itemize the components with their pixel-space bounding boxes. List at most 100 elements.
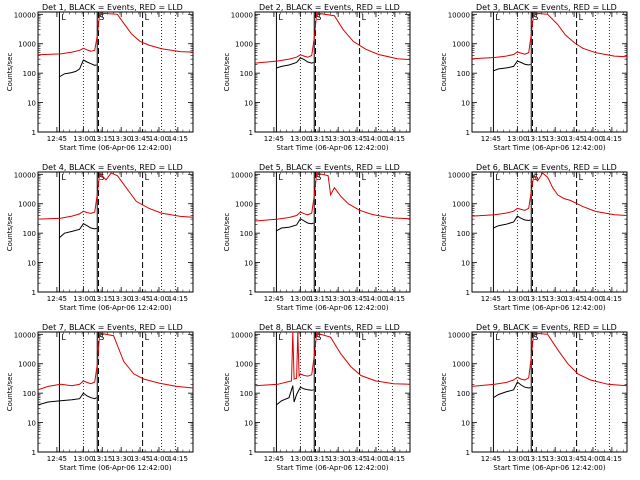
x-axis-label: Start Time (06-Apr-06 12:42:00) [493,464,605,472]
x-tick-label: 14:15 [385,455,405,463]
y-tick-label: 10 [461,260,470,268]
x-tick-label: 14:00 [583,135,603,143]
y-tick-label: 10 [244,100,253,108]
y-tick-label: 10000 [14,331,36,339]
x-tick-label: 14:15 [168,295,188,303]
x-axis-label: Start Time (06-Apr-06 12:42:00) [276,144,388,152]
x-tick-label: 12:45 [481,295,501,303]
x-axis-label: Start Time (06-Apr-06 12:42:00) [276,464,388,472]
corner-mark: L [362,13,367,22]
corner-mark: S [99,13,104,22]
corner-mark: L [145,173,150,182]
y-axis-label: Counts/sec [6,373,14,412]
x-tick-label: 12:45 [481,135,501,143]
x-tick-label: 13:45 [564,455,584,463]
x-tick-label: 14:00 [366,135,386,143]
x-axis-label: Start Time (06-Apr-06 12:42:00) [59,304,171,312]
x-tick-label: 13:45 [347,455,367,463]
series-lld-line [255,172,410,222]
y-tick-label: 10000 [448,331,470,339]
y-tick-label: 10 [27,420,36,428]
plot-frame [37,331,194,453]
plot-frame [254,11,411,133]
x-tick-label: 14:00 [149,295,169,303]
x-tick-label: 13:15 [309,295,329,303]
x-tick-label: 13:00 [73,295,93,303]
x-tick-label: 13:00 [73,455,93,463]
y-axis-label: Counts/sec [6,213,14,252]
y-tick-label: 1 [466,129,470,137]
y-tick-label: 1000 [452,41,470,49]
x-tick-label: 13:30 [328,135,348,143]
corner-mark: L [579,13,584,22]
series-lld-line [38,332,193,391]
y-tick-label: 10 [244,260,253,268]
x-tick-label: 13:00 [73,135,93,143]
y-tick-label: 10000 [448,171,470,179]
y-tick-label: 100 [23,70,36,78]
series-lld-line [38,172,193,220]
x-tick-label: 14:15 [168,135,188,143]
panel-title: Det 9, BLACK = Events, RED = LLD [476,323,617,332]
y-tick-label: 1000 [452,201,470,209]
y-axis-label: Counts/sec [223,373,231,412]
plot-frame [471,11,628,133]
series-lld-line [255,12,410,64]
corner-mark: S [99,173,104,182]
corner-mark: S [533,173,538,182]
y-tick-label: 1 [32,129,36,137]
x-axis-label: Start Time (06-Apr-06 12:42:00) [59,144,171,152]
x-tick-label: 14:15 [385,295,405,303]
x-tick-label: 12:45 [47,295,67,303]
panel-5: Det 5, BLACK = Events, RED = LLD 1 10 100 10… [223,163,411,312]
y-axis-label: Counts/sec [223,53,231,92]
series-events-line [493,381,531,399]
x-tick-label: 13:15 [526,135,546,143]
x-tick-label: 12:45 [264,455,284,463]
y-tick-label: 1000 [235,361,253,369]
x-tick-label: 13:15 [92,455,112,463]
x-tick-label: 13:30 [111,135,131,143]
series-lld-line [472,172,627,217]
corner-mark: L [61,333,66,342]
y-tick-label: 1000 [18,361,36,369]
corner-mark: L [61,13,66,22]
corner-mark: L [61,173,66,182]
y-tick-label: 100 [240,390,253,398]
y-tick-label: 100 [457,230,470,238]
corner-mark: S [316,173,321,182]
panel-title: Det 3, BLACK = Events, RED = LLD [476,3,617,12]
series-lld-line [255,332,410,387]
corner-mark: L [579,333,584,342]
corner-mark: L [278,13,283,22]
series-lld-line [38,12,193,56]
x-tick-label: 14:00 [149,455,169,463]
x-tick-label: 12:45 [264,295,284,303]
panel-7: Det 7, BLACK = Events, RED = LLD 1 10 100 10… [6,323,194,472]
x-tick-label: 13:00 [290,455,310,463]
y-axis-label: Counts/sec [6,53,14,92]
x-tick-label: 13:15 [526,455,546,463]
panel-9: Det 9, BLACK = Events, RED = LLD 1 10 100 10… [440,323,628,472]
x-tick-label: 14:00 [366,295,386,303]
x-tick-label: 13:15 [92,135,112,143]
panel-3: Det 3, BLACK = Events, RED = LLD 1 10 100 10… [440,3,628,152]
y-tick-label: 100 [457,70,470,78]
panel-title: Det 4, BLACK = Events, RED = LLD [42,163,183,172]
y-tick-label: 100 [23,390,36,398]
series-events-line [59,59,97,78]
corner-mark: L [579,173,584,182]
corner-mark: S [533,333,538,342]
y-tick-label: 1000 [235,41,253,49]
corner-mark: S [316,333,321,342]
x-tick-label: 13:30 [328,295,348,303]
y-tick-label: 1 [249,129,253,137]
series-events-line [276,385,314,406]
y-tick-label: 100 [240,70,253,78]
x-tick-label: 13:30 [545,455,565,463]
panel-4: Det 4, BLACK = Events, RED = LLD 1 10 100 10… [6,163,194,312]
x-tick-label: 13:30 [111,295,131,303]
panel-1: Det 1, BLACK = Events, RED = LLD 1 10 100 10… [6,3,194,152]
panel-title: Det 1, BLACK = Events, RED = LLD [42,3,183,12]
